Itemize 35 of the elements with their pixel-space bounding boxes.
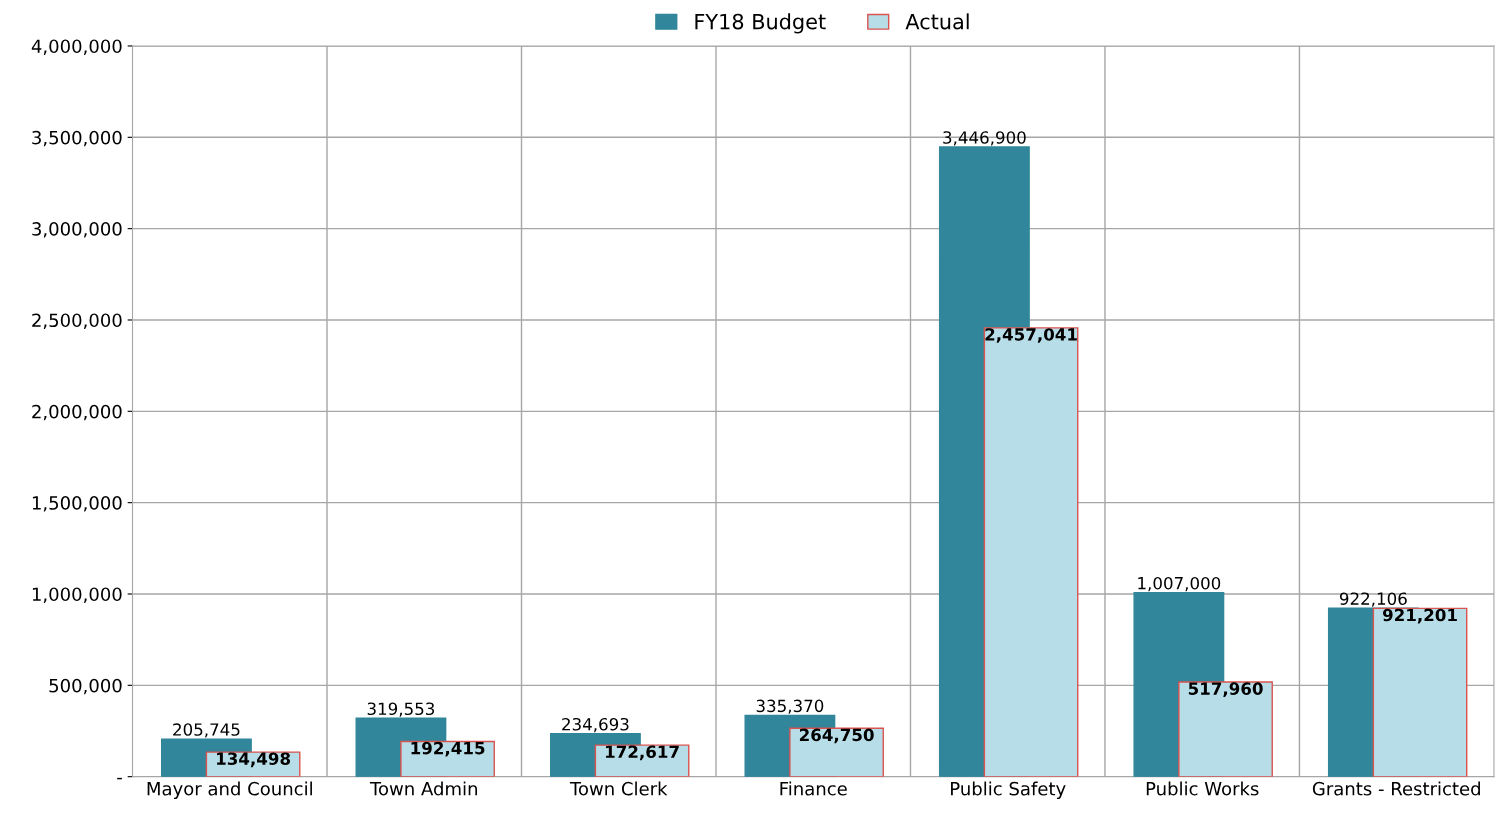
bar bbox=[1372, 607, 1468, 777]
data-label: 234,693 bbox=[562, 717, 629, 733]
data-label: 922,106 bbox=[1339, 592, 1407, 607]
bar bbox=[1178, 681, 1273, 777]
data-label: 172,617 bbox=[606, 745, 679, 761]
data-label: 921,201 bbox=[1382, 608, 1457, 624]
data-label: 517,960 bbox=[1188, 682, 1263, 698]
data-label: 134,498 bbox=[217, 752, 291, 768]
data-label: 264,750 bbox=[799, 728, 874, 744]
y-tick-label: 3,000,000 bbox=[32, 222, 122, 238]
y-tick-label: 3,500,000 bbox=[32, 130, 122, 147]
data-label: 319,553 bbox=[367, 702, 435, 717]
data-label: 3,446,900 bbox=[943, 131, 1026, 146]
data-label: 335,370 bbox=[756, 699, 824, 714]
x-tick-label: Mayor and Council bbox=[147, 781, 312, 799]
y-tick-label: 500,000 bbox=[49, 678, 122, 695]
bar bbox=[983, 327, 1079, 777]
y-tick-label: - bbox=[117, 777, 122, 780]
data-label: 2,457,041 bbox=[985, 328, 1077, 343]
data-label: 1,007,000 bbox=[1138, 576, 1221, 592]
legend-label: Actual bbox=[905, 13, 969, 30]
y-tick-label: 1,000,000 bbox=[32, 587, 122, 603]
x-tick-label: Grants - Restricted bbox=[1312, 781, 1480, 796]
x-tick-label: Finance bbox=[780, 781, 847, 796]
y-tick-label: 2,500,000 bbox=[32, 313, 122, 329]
data-label: 192,415 bbox=[411, 741, 485, 757]
y-tick-label: 1,500,000 bbox=[32, 496, 122, 512]
x-tick-label: Town Admin bbox=[369, 781, 477, 796]
x-tick-label: Town Clerk bbox=[569, 781, 668, 796]
legend-label: FY18 Budget bbox=[695, 13, 826, 34]
y-tick-label: 2,000,000 bbox=[32, 404, 122, 421]
x-tick-label: Public Works bbox=[1146, 781, 1259, 796]
y-tick-label: 4,000,000 bbox=[31, 39, 122, 55]
data-label: 205,745 bbox=[173, 723, 240, 738]
x-tick-label: Public Safety bbox=[951, 781, 1066, 799]
